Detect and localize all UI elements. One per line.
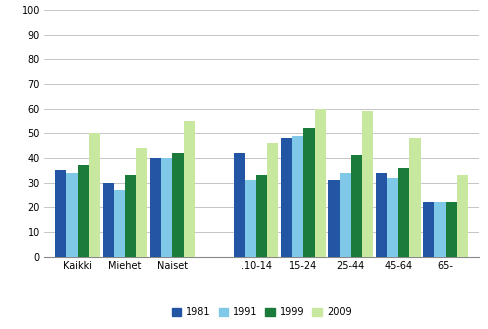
Bar: [172, 153, 183, 257]
Bar: [445, 202, 456, 257]
Bar: [408, 138, 420, 257]
Bar: [266, 143, 278, 257]
Bar: [183, 121, 194, 257]
Bar: [375, 173, 386, 257]
Bar: [456, 175, 467, 257]
Bar: [161, 158, 172, 257]
Legend: 1981, 1991, 1999, 2009: 1981, 1991, 1999, 2009: [167, 303, 355, 321]
Bar: [361, 111, 372, 257]
Bar: [339, 173, 350, 257]
Bar: [423, 202, 433, 257]
Bar: [292, 136, 303, 257]
Bar: [281, 138, 292, 257]
Bar: [256, 175, 266, 257]
Bar: [55, 170, 66, 257]
Bar: [303, 128, 314, 257]
Bar: [397, 168, 408, 257]
Bar: [150, 158, 161, 257]
Bar: [114, 190, 125, 257]
Bar: [89, 133, 100, 257]
Bar: [244, 180, 256, 257]
Bar: [102, 183, 114, 257]
Bar: [125, 175, 136, 257]
Bar: [136, 148, 147, 257]
Bar: [386, 178, 397, 257]
Bar: [314, 109, 325, 257]
Bar: [328, 180, 339, 257]
Bar: [78, 165, 89, 257]
Bar: [233, 153, 244, 257]
Bar: [350, 155, 361, 257]
Bar: [433, 202, 445, 257]
Bar: [66, 173, 78, 257]
